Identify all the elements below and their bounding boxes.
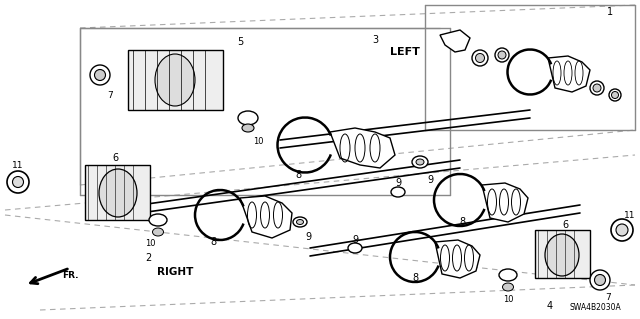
- Text: 11: 11: [624, 211, 636, 219]
- Ellipse shape: [416, 159, 424, 165]
- Text: 9: 9: [305, 232, 311, 242]
- Text: 8: 8: [412, 273, 418, 283]
- Text: 6: 6: [112, 153, 118, 163]
- Ellipse shape: [611, 219, 633, 241]
- Ellipse shape: [296, 219, 303, 225]
- Ellipse shape: [90, 65, 110, 85]
- Text: 9: 9: [395, 178, 401, 188]
- Polygon shape: [440, 30, 470, 52]
- Text: 1: 1: [607, 7, 613, 17]
- Ellipse shape: [545, 234, 579, 276]
- Bar: [535, 230, 590, 278]
- Ellipse shape: [593, 84, 601, 92]
- Ellipse shape: [590, 81, 604, 95]
- Text: 10: 10: [503, 294, 513, 303]
- Text: 11: 11: [12, 160, 24, 169]
- Text: 2: 2: [145, 253, 151, 263]
- Ellipse shape: [348, 243, 362, 253]
- Text: 9: 9: [352, 235, 358, 245]
- Ellipse shape: [13, 176, 24, 188]
- Text: 10: 10: [253, 137, 263, 146]
- Ellipse shape: [498, 51, 506, 59]
- Ellipse shape: [611, 92, 618, 99]
- Ellipse shape: [155, 54, 195, 106]
- Text: 8: 8: [210, 237, 216, 247]
- Text: 7: 7: [605, 293, 611, 302]
- Text: 5: 5: [237, 37, 243, 47]
- Ellipse shape: [502, 283, 513, 291]
- Polygon shape: [435, 240, 480, 278]
- Ellipse shape: [499, 269, 517, 281]
- Ellipse shape: [149, 214, 167, 226]
- Text: 8: 8: [459, 217, 465, 227]
- Bar: [128, 50, 223, 110]
- Text: LEFT: LEFT: [390, 47, 420, 57]
- Polygon shape: [548, 56, 590, 92]
- Polygon shape: [240, 196, 292, 238]
- Ellipse shape: [99, 169, 137, 217]
- Ellipse shape: [412, 156, 428, 168]
- Text: 8: 8: [295, 170, 301, 180]
- Text: SWA4B2030A: SWA4B2030A: [569, 303, 621, 313]
- Text: 10: 10: [145, 240, 156, 249]
- Ellipse shape: [616, 224, 628, 236]
- Ellipse shape: [391, 187, 405, 197]
- Polygon shape: [330, 128, 395, 168]
- Ellipse shape: [495, 48, 509, 62]
- Ellipse shape: [590, 270, 610, 290]
- Text: 6: 6: [562, 220, 568, 230]
- Text: FR.: FR.: [62, 271, 79, 280]
- Ellipse shape: [242, 124, 254, 132]
- Polygon shape: [482, 183, 528, 222]
- Ellipse shape: [472, 50, 488, 66]
- Text: 3: 3: [372, 35, 378, 45]
- Text: RIGHT: RIGHT: [157, 267, 193, 277]
- Ellipse shape: [152, 228, 163, 236]
- Ellipse shape: [476, 54, 484, 63]
- Text: 9: 9: [427, 175, 433, 185]
- Ellipse shape: [595, 275, 605, 286]
- Text: 4: 4: [547, 301, 553, 311]
- Text: 7: 7: [107, 91, 113, 100]
- Ellipse shape: [95, 70, 106, 80]
- Bar: [85, 165, 150, 220]
- Ellipse shape: [293, 217, 307, 227]
- Ellipse shape: [238, 111, 258, 125]
- Ellipse shape: [7, 171, 29, 193]
- Ellipse shape: [609, 89, 621, 101]
